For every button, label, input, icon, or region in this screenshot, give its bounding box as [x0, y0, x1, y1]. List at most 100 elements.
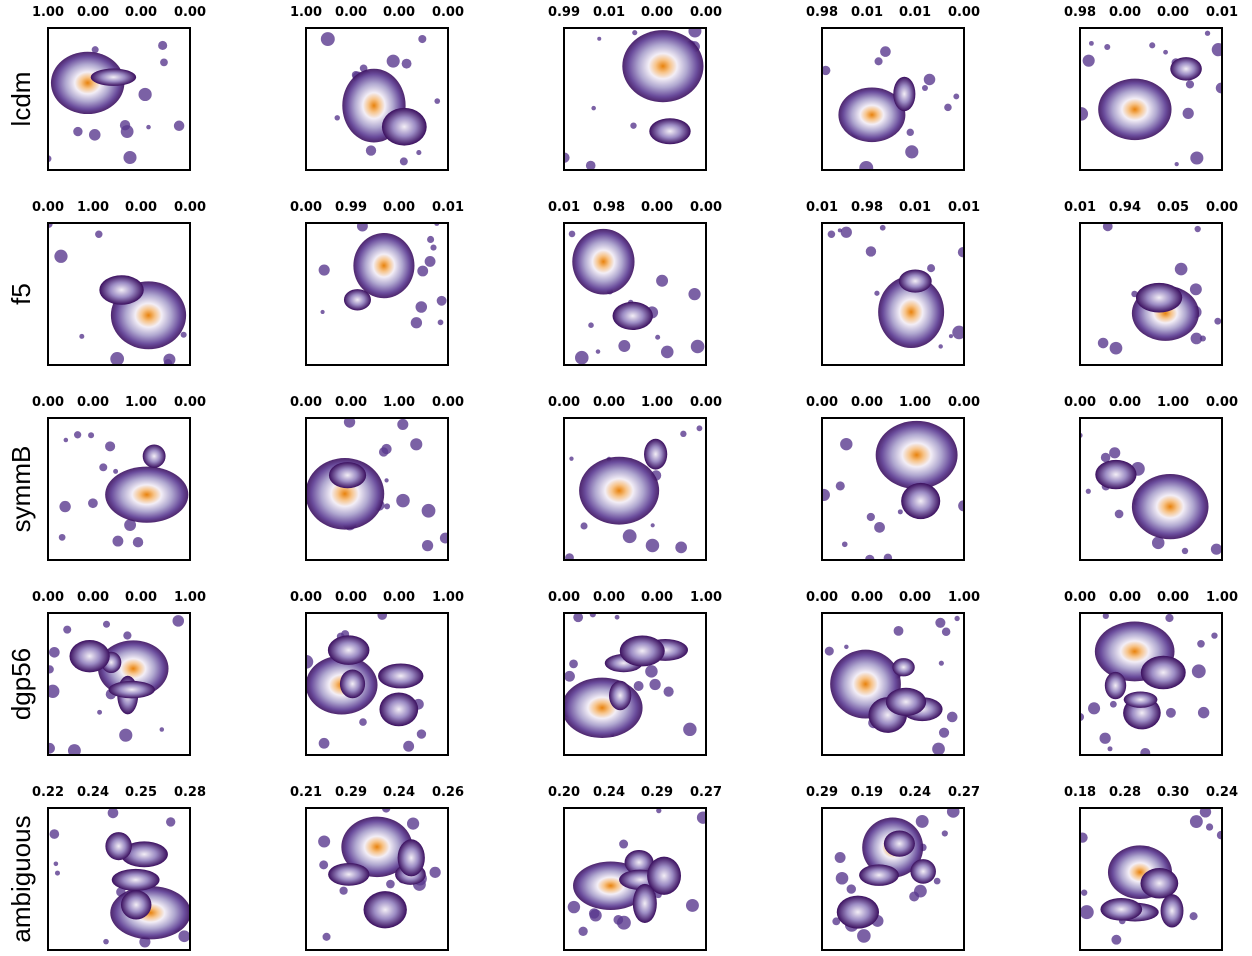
halo [899, 269, 932, 292]
density-map [45, 41, 185, 164]
halo [329, 462, 366, 488]
speck [417, 266, 428, 277]
speck [1149, 42, 1155, 48]
speck [924, 74, 936, 86]
probability-label: 0.00 [432, 5, 464, 20]
probability-label: 0.00 [1157, 5, 1189, 20]
speck [110, 352, 124, 366]
halo [344, 289, 371, 310]
speck [927, 264, 935, 272]
speck [1089, 41, 1094, 46]
speck [174, 121, 184, 131]
probability-label: 0.00 [335, 5, 367, 20]
speck [123, 631, 131, 639]
halo [644, 439, 667, 470]
halo [901, 483, 940, 519]
halo [1140, 868, 1178, 899]
probability-label: 0.00 [32, 200, 64, 215]
speck [590, 909, 602, 921]
speck [1200, 335, 1206, 341]
halo [364, 891, 407, 928]
speck [1206, 823, 1213, 830]
probability-label: 0.29 [641, 785, 673, 800]
speck [422, 540, 433, 551]
speck [425, 256, 436, 267]
probability-label: 0.00 [948, 395, 980, 410]
speck [416, 301, 428, 313]
probability-label: 0.01 [806, 200, 838, 215]
speck [656, 275, 668, 287]
speck [836, 872, 849, 885]
halo [572, 229, 634, 295]
halo [143, 444, 166, 467]
speck [1186, 80, 1194, 88]
speck [618, 340, 630, 352]
speck [50, 829, 60, 839]
speck [844, 645, 848, 649]
speck [630, 122, 636, 128]
speck [430, 245, 436, 251]
speck [103, 621, 110, 628]
probability-label: 1.00 [1157, 395, 1189, 410]
halo [1161, 894, 1184, 927]
speck [1183, 108, 1194, 119]
speck [649, 679, 660, 690]
speck [934, 878, 941, 885]
probability-label: 0.00 [641, 5, 673, 20]
probability-label: 0.00 [690, 395, 722, 410]
probability-label: 0.00 [290, 395, 322, 410]
speck [416, 150, 421, 155]
speck [664, 687, 674, 697]
speck [319, 264, 330, 275]
speck [569, 231, 576, 238]
probability-label: 0.98 [851, 200, 883, 215]
speck [828, 230, 836, 238]
probability-label: 1.00 [948, 590, 980, 605]
speck [938, 344, 942, 348]
probability-label: 1.00 [1206, 590, 1238, 605]
speck [319, 738, 330, 749]
speck [366, 145, 376, 155]
halo [910, 859, 936, 884]
probability-label: 0.19 [851, 785, 883, 800]
probability-label: 0.99 [548, 5, 580, 20]
speck [1198, 707, 1209, 718]
probability-label: 1.00 [32, 5, 64, 20]
density-map [305, 416, 450, 551]
halo [340, 669, 365, 698]
density-map [1075, 31, 1227, 167]
halo [620, 635, 665, 666]
speck [427, 236, 434, 243]
probability-label: 0.00 [1064, 590, 1096, 605]
speck [953, 94, 959, 100]
speck [688, 288, 700, 300]
probability-label: 0.00 [383, 590, 415, 605]
halo [1124, 691, 1158, 707]
speck [942, 628, 951, 637]
probability-label: 1.00 [383, 395, 415, 410]
density-map [59, 431, 189, 547]
probability-label: 0.00 [1064, 395, 1096, 410]
probability-label: 1.00 [899, 395, 931, 410]
speck [381, 444, 391, 454]
halo [1098, 79, 1171, 140]
halo [859, 864, 899, 886]
speck [339, 887, 347, 895]
probability-label: 0.00 [593, 395, 625, 410]
speck [909, 892, 919, 902]
probability-label: 1.00 [432, 590, 464, 605]
speck [108, 808, 119, 819]
probability-label: 0.00 [690, 200, 722, 215]
probability-label: 0.24 [593, 785, 625, 800]
probability-label: 0.01 [851, 5, 883, 20]
speck [898, 509, 903, 514]
speck [172, 615, 184, 627]
speck [1115, 510, 1124, 519]
speck [942, 830, 948, 836]
probability-label: 0.00 [77, 395, 109, 410]
speck [400, 157, 408, 165]
speck [894, 626, 904, 636]
speck [586, 161, 596, 171]
figure: lcdm1.000.000.000.001.000.000.000.000.99… [0, 0, 1252, 956]
row-label: symmB [6, 446, 36, 533]
